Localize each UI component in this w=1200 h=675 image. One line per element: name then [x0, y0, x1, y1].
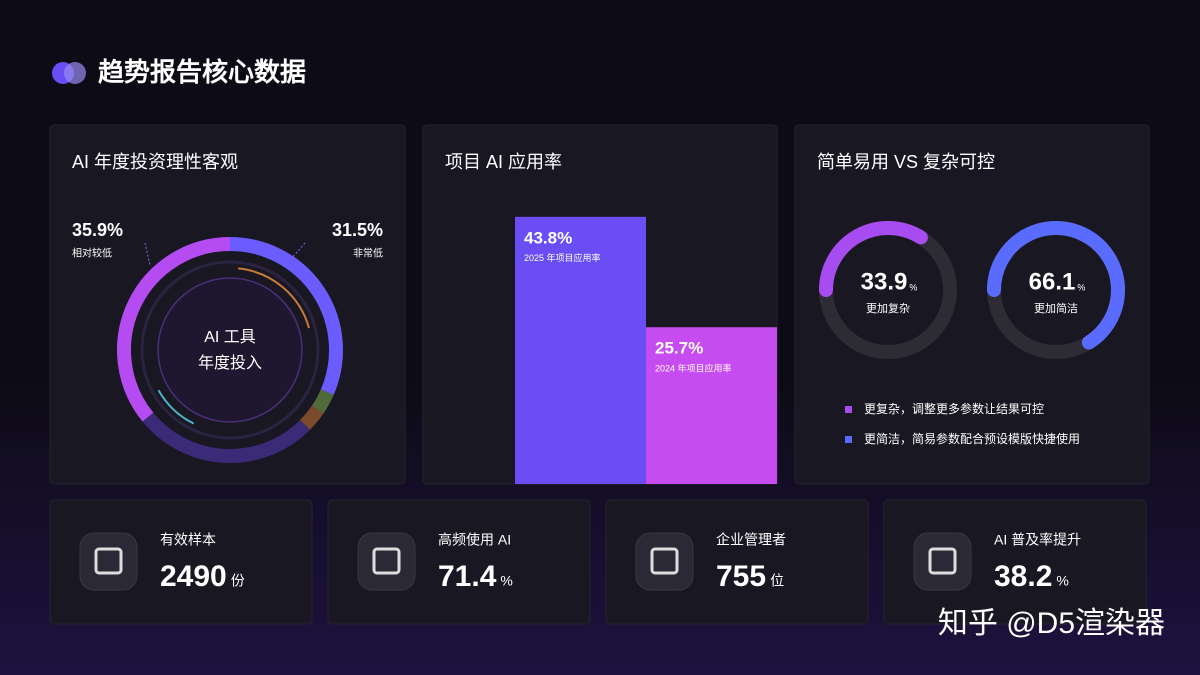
stat-label: 高频使用 AI: [438, 532, 511, 548]
gauge-arc: [819, 221, 928, 297]
stat-card: [327, 499, 591, 625]
stat-label: AI 普及率提升: [994, 532, 1081, 548]
gauge-value: 33.9: [861, 268, 908, 295]
stat-card: [883, 499, 1147, 625]
legend-swatch: [845, 436, 852, 443]
stat-card: [605, 499, 869, 625]
donut-segment: [117, 237, 231, 422]
stat-icon: [650, 547, 679, 575]
donut-inner-ring: [140, 260, 320, 440]
donut-category-label: 相对较低: [72, 247, 112, 260]
donut-center-label: 年度投入: [198, 354, 262, 372]
gauge-name: 更加简洁: [1034, 301, 1078, 315]
leader-line: [291, 242, 306, 259]
stat-icon-bg: [79, 532, 138, 591]
stat-value: 755: [716, 560, 766, 593]
stat-card: [49, 499, 313, 625]
page-title: 趋势报告核心数据: [98, 57, 306, 87]
panel-title: 项目 AI 应用率: [445, 152, 562, 172]
watermark: 知乎 @D5渲染器: [938, 607, 1165, 640]
stat-icon: [372, 547, 401, 575]
panel-title: AI 年度投资理性客观: [72, 152, 238, 172]
stat-value: 2490: [160, 560, 227, 593]
stat-value: 38.2: [994, 560, 1052, 593]
donut-value-label: 35.9%: [72, 220, 123, 240]
stat-label: 企业管理者: [716, 532, 786, 548]
stat-unit: %: [500, 573, 512, 589]
donut-segment: [229, 237, 343, 395]
legend-label: 更简洁，简易参数配合预设模版快捷使用: [864, 431, 1080, 446]
stat-unit: 位: [770, 573, 784, 589]
gauge-name: 更加复杂: [866, 301, 910, 315]
legend-swatch: [845, 406, 852, 413]
bar-category-label: 2024 年项目应用率: [655, 363, 732, 374]
panel: [794, 124, 1150, 485]
gauge-value: 66.1: [1029, 268, 1076, 295]
donut-category-label: 非常低: [353, 247, 383, 260]
donut-core: [157, 277, 303, 423]
bar-category-label: 2025 年项目应用率: [524, 252, 601, 263]
bar-value-label: 43.8%: [524, 228, 572, 247]
stat-label: 有效样本: [160, 532, 216, 548]
title-icon: [64, 62, 86, 84]
bar: [646, 327, 777, 484]
stat-icon: [94, 547, 123, 575]
stat-icon-bg: [635, 532, 694, 591]
donut-deco: [157, 389, 195, 425]
panel-title: 简单易用 VS 复杂可控: [817, 152, 995, 172]
donut-value-label: 31.5%: [332, 220, 383, 240]
gauge-unit: %: [1077, 282, 1085, 292]
stat-icon-bg: [913, 532, 972, 591]
bar-value-label: 25.7%: [655, 339, 703, 358]
bar: [515, 216, 646, 484]
stat-icon-bg: [357, 532, 416, 591]
donut-deco: [238, 267, 310, 329]
legend-label: 更复杂，调整更多参数让结果可控: [864, 401, 1044, 416]
donut-center-label: AI 工具: [204, 329, 256, 346]
donut-segment: [299, 405, 324, 430]
donut-segment: [142, 412, 310, 463]
stat-value: 71.4: [438, 560, 497, 593]
donut-segment: [311, 389, 334, 414]
gauge-unit: %: [909, 282, 917, 292]
stat-unit: 份: [231, 573, 245, 589]
gauge-arc: [987, 221, 1125, 350]
stat-icon: [928, 547, 957, 575]
stat-unit: %: [1056, 573, 1068, 589]
